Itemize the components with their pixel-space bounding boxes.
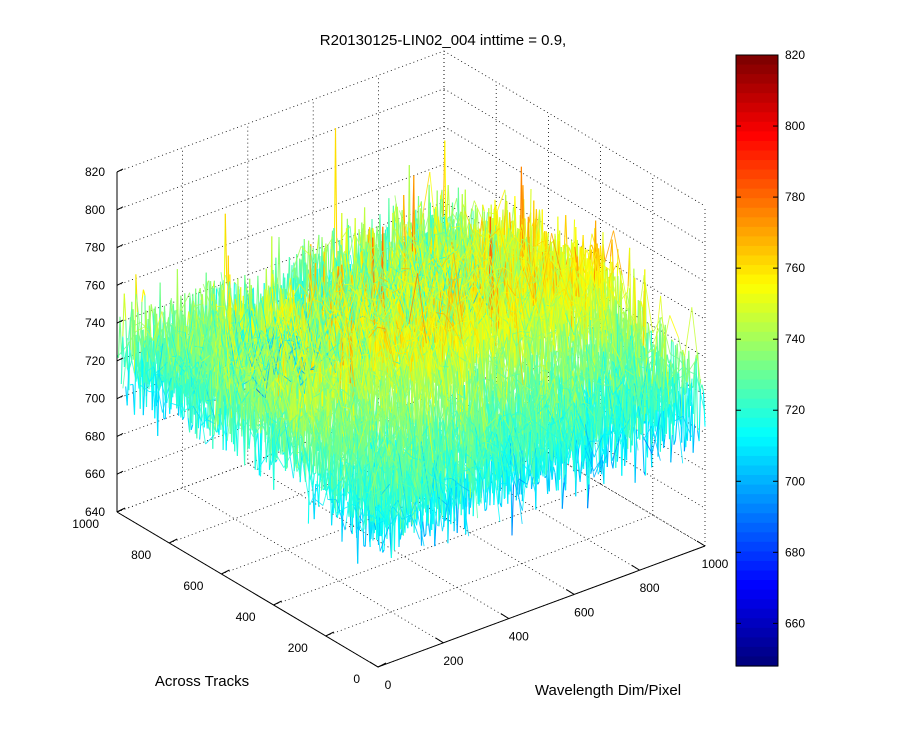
surface-segment: [125, 320, 128, 369]
surface-segment: [135, 353, 139, 374]
grid-line: [116, 50, 445, 173]
surface-segment: [148, 305, 152, 338]
surface-segment: [145, 310, 149, 362]
surface-segment: [295, 275, 299, 278]
surface-plot: [116, 128, 706, 564]
surface-segment: [393, 211, 397, 223]
grid-line: [325, 514, 653, 637]
surface-segment: [334, 128, 338, 274]
surface-segment: [139, 352, 143, 409]
surface-segment: [133, 353, 137, 415]
surface-segment: [150, 304, 154, 314]
surface-segment: [285, 288, 289, 296]
surface-segment: [136, 373, 140, 389]
surface-segment: [122, 293, 125, 337]
grid-line: [443, 352, 706, 509]
grid-line: [443, 126, 706, 282]
grid-line: [116, 88, 445, 211]
surface-segment: [138, 335, 142, 344]
surface-segment: [133, 274, 137, 374]
surface-segment: [447, 185, 451, 217]
surface-segment: [120, 336, 124, 385]
surface-segment: [123, 293, 127, 321]
grid-line: [443, 390, 706, 547]
grid-line: [443, 201, 706, 358]
grid-line: [247, 463, 510, 619]
surface-segment: [392, 212, 395, 243]
grid-line: [443, 50, 706, 207]
surface-segment: [224, 213, 228, 283]
surface-segment: [129, 360, 133, 366]
surface-segment: [447, 216, 450, 219]
surface-segment: [123, 352, 127, 368]
surface-segment: [129, 383, 132, 386]
surface-segment: [135, 274, 138, 313]
grid-line: [182, 487, 444, 644]
surface-segment: [141, 289, 144, 302]
grid-line: [443, 163, 706, 320]
surface-segment: [142, 289, 146, 296]
surface-segment: [142, 381, 146, 416]
surface-segment: [128, 365, 131, 371]
grid-line: [443, 315, 706, 471]
surface-segment: [119, 316, 123, 355]
grid-line: [443, 88, 706, 245]
surface-segment: [126, 370, 130, 406]
surface-segment: [233, 281, 237, 285]
